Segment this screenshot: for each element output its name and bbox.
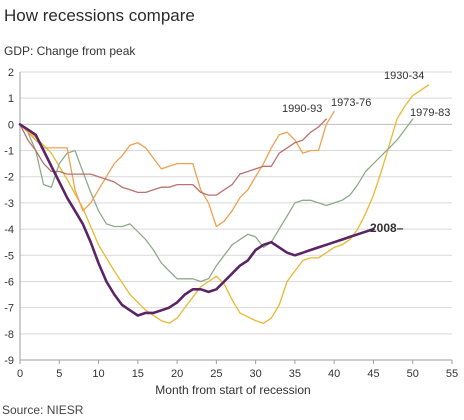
x-tick-label: 0 [17,368,23,380]
series-line-1979-83 [19,118,414,283]
x-tick-label: 45 [367,368,379,380]
y-tick-label: -7 [4,303,14,315]
y-tick-label: -5 [4,250,14,262]
grid-layer [20,71,452,361]
y-tick-label: -6 [4,276,14,288]
y-tick-label: -9 [4,355,14,367]
series-label: 1979-83 [410,107,450,119]
source-note: Source: NIESR [2,403,84,417]
y-tick-label: -8 [4,329,14,341]
y-tick-label: -3 [4,198,14,210]
y-tick-label: -4 [4,224,14,236]
x-tick-label: 55 [446,368,458,380]
series-layer [18,84,430,324]
x-tick-label: 25 [210,368,222,380]
chart-subtitle: GDP: Change from peak [4,44,136,58]
y-tick-label: 1 [8,93,14,105]
x-tick-label: 10 [92,368,104,380]
x-tick-label: 5 [56,368,62,380]
series-line-1973-76 [19,110,335,228]
y-tick-label: 0 [8,119,14,131]
series-label: 1973-76 [331,97,371,109]
series-label-layer: 1930-34 1979-83 1973-76 1990-93 2008– [282,70,450,235]
x-tick-label: 35 [289,368,301,380]
series-label: 1930-34 [384,70,424,82]
y-tick-label: -2 [4,172,14,184]
series-label: 2008– [370,221,404,235]
y-tick-label: -1 [4,146,14,158]
series-line-2008 [18,123,375,317]
x-tick-label: 50 [407,368,419,380]
x-tick-label: 40 [328,368,340,380]
axis-layer: 210-1-2-3-4-5-6-7-8-90 5 10 15 20 25 30 35 40 45 5… [4,67,458,380]
series-label: 1990-93 [282,103,322,115]
x-tick-label: 30 [250,368,262,380]
y-tick-label: 2 [8,67,14,79]
x-tick-label: 20 [171,368,183,380]
series-line-1990-93 [19,118,327,196]
x-tick-label: 15 [132,368,144,380]
chart-title: How recessions compare [4,6,195,25]
x-axis-label: Month from start of recession [155,383,310,397]
series-line-1930-34 [19,84,430,324]
